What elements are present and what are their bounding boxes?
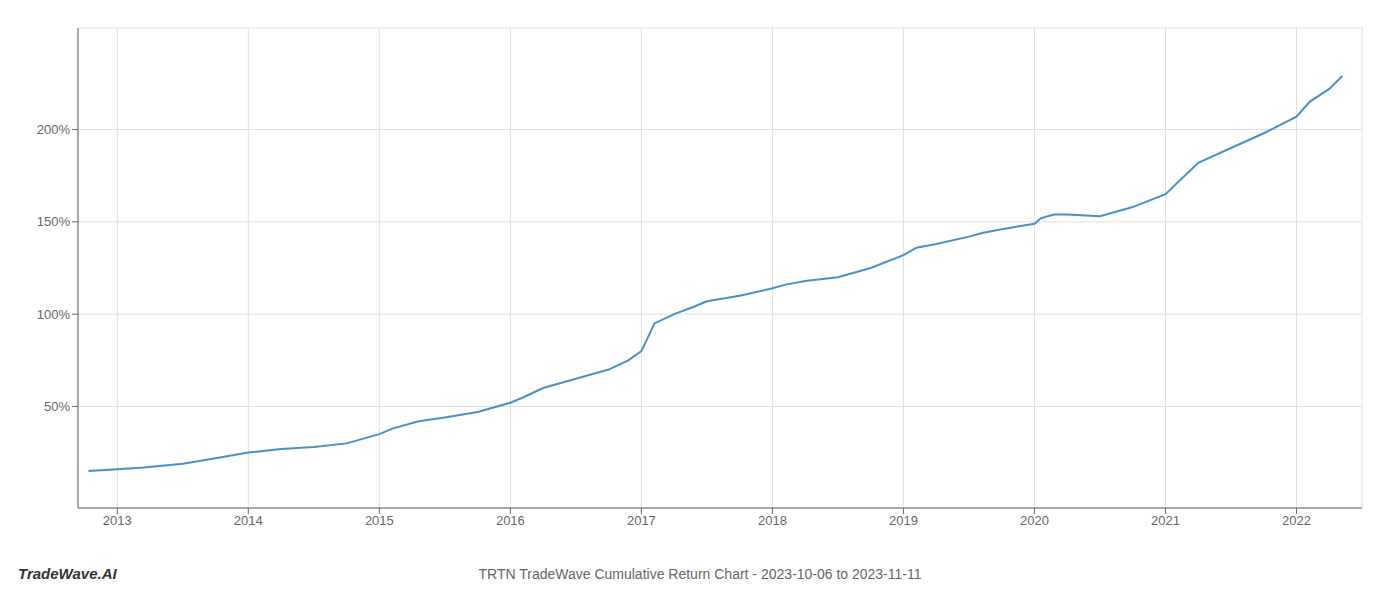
svg-text:2022: 2022 bbox=[1282, 513, 1311, 528]
svg-text:150%: 150% bbox=[37, 214, 71, 229]
svg-text:2016: 2016 bbox=[496, 513, 525, 528]
svg-text:2013: 2013 bbox=[103, 513, 132, 528]
svg-text:2015: 2015 bbox=[365, 513, 394, 528]
svg-text:100%: 100% bbox=[37, 307, 71, 322]
html-text:TradeWave.AI: TradeWave.AI bbox=[18, 565, 117, 582]
svg-text:200%: 200% bbox=[37, 122, 71, 137]
svg-text:2017: 2017 bbox=[627, 513, 656, 528]
svg-text:2014: 2014 bbox=[234, 513, 263, 528]
svg-text:2018: 2018 bbox=[758, 513, 787, 528]
svg-text:2019: 2019 bbox=[889, 513, 918, 528]
html-text:TRTN TradeWave Cumulative Retu: TRTN TradeWave Cumulative Return Chart -… bbox=[478, 566, 922, 582]
svg-text:50%: 50% bbox=[44, 399, 70, 414]
svg-text:2020: 2020 bbox=[1020, 513, 1049, 528]
svg-text:2021: 2021 bbox=[1151, 513, 1180, 528]
